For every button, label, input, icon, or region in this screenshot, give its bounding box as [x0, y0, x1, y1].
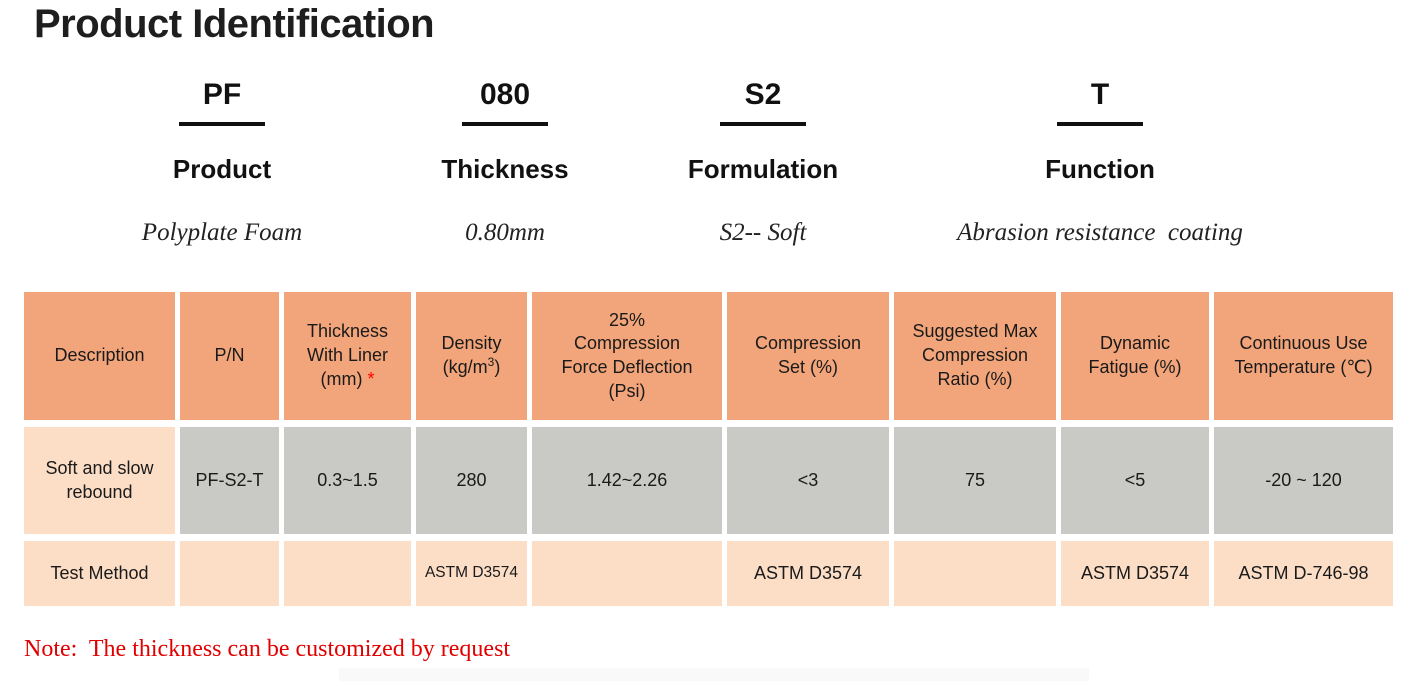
code-segment-description: Abrasion resistance coating — [957, 219, 1243, 246]
cell-density: 280 — [416, 427, 527, 534]
cell-test-dynamic-fatigue: ASTM D3574 — [1061, 541, 1209, 606]
col-header-pn: P/N — [180, 292, 279, 420]
cell-test-temperature: ASTM D-746-98 — [1214, 541, 1393, 606]
col-header-continuous-use-temperature: Continuous Use Temperature (℃) — [1214, 292, 1393, 420]
cell-test-thickness — [284, 541, 411, 606]
cell-compression-force-deflection: 1.42~2.26 — [532, 427, 722, 534]
code-underline — [179, 122, 265, 126]
product-code-segment: PF — [202, 78, 242, 111]
cell-description: Soft and slow rebound — [24, 427, 175, 534]
required-asterisk: * — [367, 368, 375, 389]
page-title: Product Identification — [34, 2, 435, 46]
code-underline — [720, 122, 806, 126]
cell-test-compression-force-deflection — [532, 541, 722, 606]
product-code-segment: T — [1090, 78, 1110, 111]
cell-test-max-compression-ratio — [894, 541, 1056, 606]
code-group-formulation: S2 Formulation S2-- Soft — [563, 78, 963, 247]
code-group-function: T Function Abrasion resistance coating — [900, 78, 1300, 247]
code-underline — [462, 122, 548, 126]
col-header-description: Description — [24, 292, 175, 420]
col-header-compression-set: Compression Set (%) — [727, 292, 889, 420]
col-header-max-compression-ratio: Suggested Max Compression Ratio (%) — [894, 292, 1056, 420]
col-header-thickness-with-liner: Thickness With Liner (mm) * — [284, 292, 411, 420]
cell-temperature: -20 ~ 120 — [1214, 427, 1393, 534]
code-group-product: PF Product Polyplate Foam — [22, 78, 422, 247]
cell-pn: PF-S2-T — [180, 427, 279, 534]
col-header-density: Density (kg/m3) — [416, 292, 527, 420]
cell-dynamic-fatigue: <5 — [1061, 427, 1209, 534]
product-code-segment: S2 — [744, 78, 782, 111]
code-segment-label: Function — [1045, 154, 1155, 184]
cell-thickness: 0.3~1.5 — [284, 427, 411, 534]
cell-test-density: ASTM D3574 — [416, 541, 527, 606]
code-segment-description: 0.80mm — [465, 219, 545, 246]
code-segment-description: Polyplate Foam — [141, 219, 303, 246]
code-segment-label: Product — [172, 154, 272, 184]
cell-max-compression-ratio: 75 — [894, 427, 1056, 534]
col-header-dynamic-fatigue: Dynamic Fatigue (%) — [1061, 292, 1209, 420]
code-underline — [1057, 122, 1143, 126]
product-code-segment: 080 — [479, 78, 531, 111]
cell-test-method-label: Test Method — [24, 541, 175, 606]
spec-table: Description P/N Thickness With Liner (mm… — [24, 292, 1393, 606]
note-text: Note: The thickness can be customized by… — [24, 636, 511, 662]
code-segment-label: Thickness — [441, 154, 569, 184]
col-header-compression-force-deflection: 25% Compression Force Deflection (Psi) — [532, 292, 722, 420]
code-group-thickness: 080 Thickness 0.80mm — [305, 78, 705, 247]
bottom-strip — [339, 668, 1089, 681]
code-segment-label: Formulation — [687, 154, 839, 184]
cell-test-compression-set: ASTM D3574 — [727, 541, 889, 606]
cell-compression-set: <3 — [727, 427, 889, 534]
cell-test-pn — [180, 541, 279, 606]
code-segment-description: S2-- Soft — [719, 219, 807, 246]
